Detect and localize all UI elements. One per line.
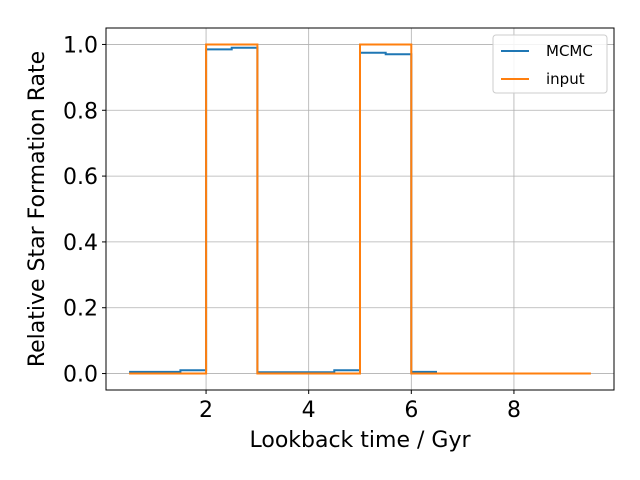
ticks: 2 4 6 8 0.0 0.2 0.4 0.6 0.8 1.0 xyxy=(63,33,521,423)
x-tick-label: 6 xyxy=(404,398,418,423)
x-tick-label: 2 xyxy=(199,398,213,423)
plot-frame xyxy=(105,27,615,391)
y-tick-label: 0.8 xyxy=(63,99,98,124)
legend-label-input: input xyxy=(546,70,585,88)
x-tick-label: 8 xyxy=(507,398,521,423)
y-tick-label: 0.4 xyxy=(63,231,98,256)
y-tick-label: 0.0 xyxy=(63,363,98,388)
series-line-input xyxy=(129,43,591,375)
y-tick-label: 1.0 xyxy=(63,33,98,58)
series-layer xyxy=(129,43,591,375)
legend-label-mcmc: MCMC xyxy=(546,42,593,60)
series-line-mcmc xyxy=(129,46,437,374)
y-tick-label: 0.6 xyxy=(63,165,98,190)
x-tick-label: 4 xyxy=(302,398,316,423)
y-tick-label: 0.2 xyxy=(63,297,98,322)
legend: MCMC input xyxy=(492,34,608,94)
y-axis-label: Relative Star Formation Rate xyxy=(25,51,50,367)
x-axis-label: Lookback time / Gyr xyxy=(249,428,471,453)
